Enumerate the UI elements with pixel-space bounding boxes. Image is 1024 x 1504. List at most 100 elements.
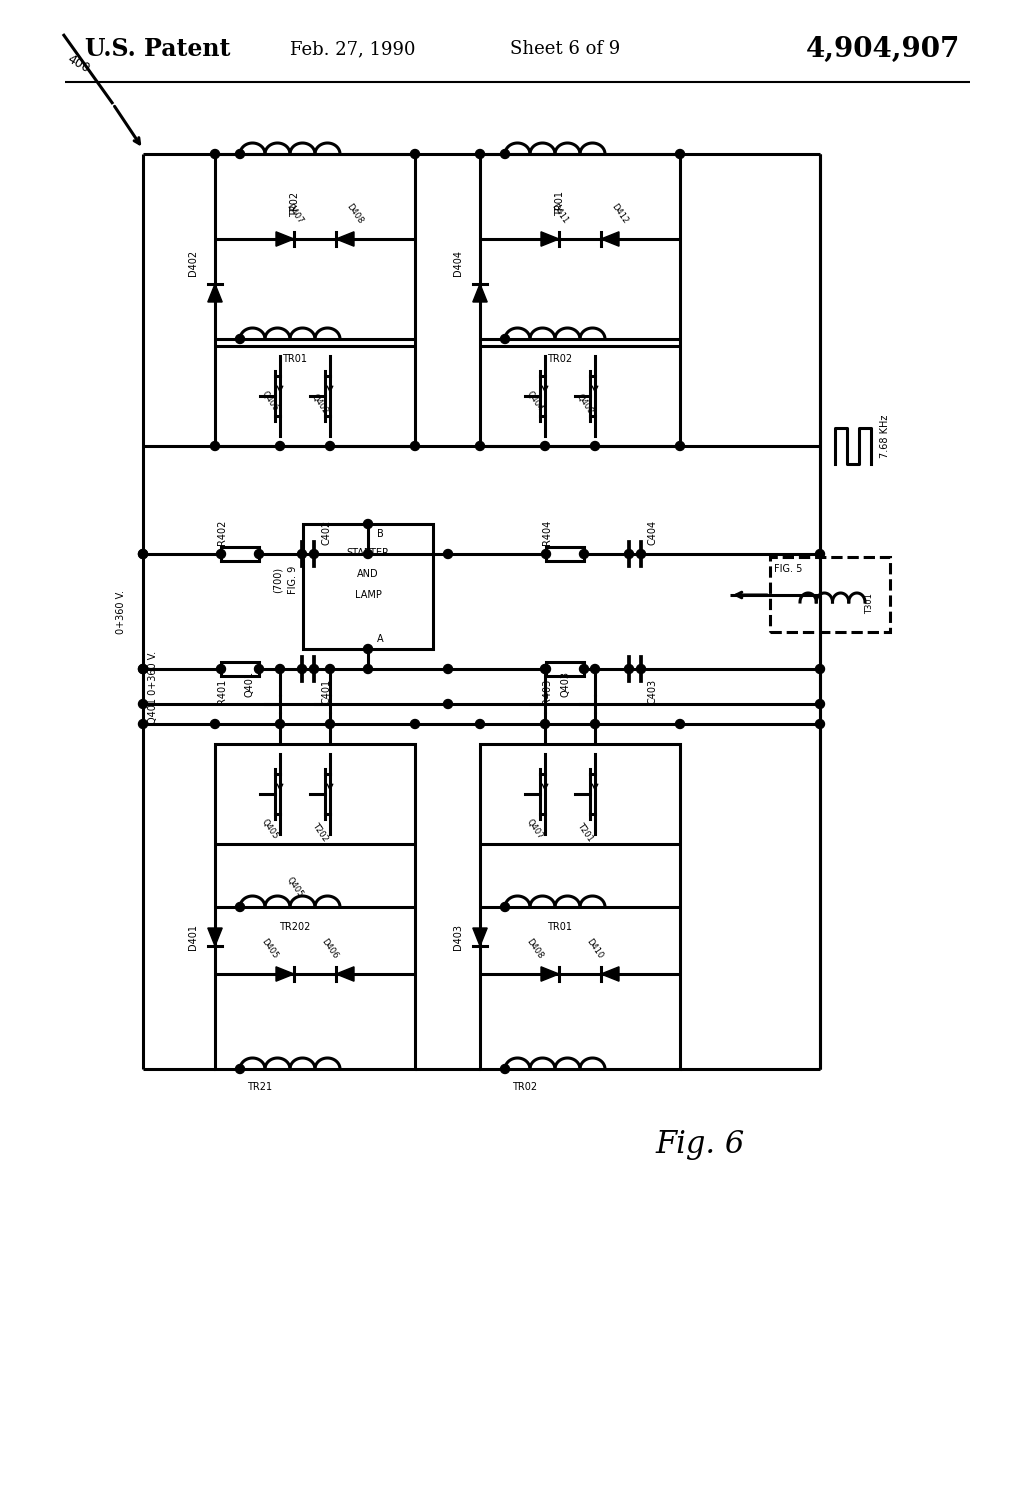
Circle shape xyxy=(216,665,225,674)
Circle shape xyxy=(443,549,453,558)
Circle shape xyxy=(411,442,420,451)
Circle shape xyxy=(364,549,373,558)
Polygon shape xyxy=(473,928,487,946)
Circle shape xyxy=(411,719,420,728)
Text: D404: D404 xyxy=(453,250,463,277)
Text: Q401 0+360 V.: Q401 0+360 V. xyxy=(148,650,158,723)
Bar xyxy=(221,662,259,675)
Circle shape xyxy=(541,719,550,728)
Circle shape xyxy=(541,442,550,451)
Text: C401: C401 xyxy=(321,678,331,704)
Circle shape xyxy=(411,149,420,158)
Text: FIG. 5: FIG. 5 xyxy=(774,564,802,575)
Circle shape xyxy=(542,549,551,558)
Circle shape xyxy=(364,665,373,674)
Text: TR01: TR01 xyxy=(555,191,565,217)
Text: Fig. 6: Fig. 6 xyxy=(655,1128,744,1160)
Text: U.S. Patent: U.S. Patent xyxy=(85,38,230,62)
Text: Sheet 6 of 9: Sheet 6 of 9 xyxy=(510,41,621,59)
Circle shape xyxy=(309,549,318,558)
Text: Q401: Q401 xyxy=(245,671,255,696)
Text: D411: D411 xyxy=(550,203,570,226)
Circle shape xyxy=(815,719,824,728)
Bar xyxy=(215,744,415,1069)
Circle shape xyxy=(255,665,263,674)
Bar xyxy=(215,153,415,447)
Circle shape xyxy=(625,549,634,558)
Circle shape xyxy=(138,549,147,558)
Text: T202: T202 xyxy=(310,821,330,844)
Text: TR01: TR01 xyxy=(283,353,307,364)
Text: Q406: Q406 xyxy=(260,390,281,412)
Text: AND: AND xyxy=(357,569,379,579)
Text: (700): (700) xyxy=(273,567,283,593)
Circle shape xyxy=(255,549,263,558)
Text: D403: D403 xyxy=(453,923,463,951)
Text: D406: D406 xyxy=(319,937,340,961)
Circle shape xyxy=(501,902,510,911)
Circle shape xyxy=(236,1065,245,1074)
Text: D402: D402 xyxy=(188,250,198,277)
Circle shape xyxy=(541,665,550,674)
Text: D408: D408 xyxy=(345,202,366,226)
Text: Q405: Q405 xyxy=(285,875,305,899)
Circle shape xyxy=(501,334,510,343)
Circle shape xyxy=(211,149,219,158)
Text: C402: C402 xyxy=(321,519,331,544)
Polygon shape xyxy=(541,232,559,247)
Circle shape xyxy=(676,149,684,158)
Circle shape xyxy=(364,645,373,654)
Text: D412: D412 xyxy=(610,203,630,226)
Text: R402: R402 xyxy=(217,519,227,544)
Circle shape xyxy=(138,719,147,728)
Bar xyxy=(480,153,680,447)
Circle shape xyxy=(443,665,453,674)
Text: 400: 400 xyxy=(65,53,91,75)
Circle shape xyxy=(580,665,589,674)
Text: TR02: TR02 xyxy=(512,1081,538,1092)
Text: D410: D410 xyxy=(585,937,605,961)
Circle shape xyxy=(580,549,589,558)
Circle shape xyxy=(236,334,245,343)
Text: Q404: Q404 xyxy=(525,390,545,412)
Text: TR01: TR01 xyxy=(548,922,572,932)
Bar xyxy=(480,744,680,1069)
Circle shape xyxy=(676,719,684,728)
Circle shape xyxy=(443,699,453,708)
Text: 4,904,907: 4,904,907 xyxy=(806,36,961,63)
Circle shape xyxy=(475,149,484,158)
Circle shape xyxy=(138,665,147,674)
Bar xyxy=(303,523,433,650)
Polygon shape xyxy=(208,928,222,946)
Bar xyxy=(546,547,584,561)
Text: TR02: TR02 xyxy=(548,353,572,364)
Circle shape xyxy=(676,442,684,451)
Circle shape xyxy=(815,699,824,708)
Polygon shape xyxy=(208,284,222,302)
Bar xyxy=(770,556,890,632)
Polygon shape xyxy=(601,232,618,247)
Text: D407: D407 xyxy=(285,202,305,226)
Circle shape xyxy=(591,719,599,728)
Circle shape xyxy=(275,665,285,674)
Text: TR202: TR202 xyxy=(280,922,310,932)
Circle shape xyxy=(236,149,245,158)
Circle shape xyxy=(815,665,824,674)
Circle shape xyxy=(298,665,306,674)
Circle shape xyxy=(216,549,225,558)
Text: Q405: Q405 xyxy=(260,817,281,841)
Circle shape xyxy=(815,549,824,558)
Circle shape xyxy=(326,665,335,674)
Circle shape xyxy=(138,665,147,674)
Circle shape xyxy=(309,665,318,674)
Circle shape xyxy=(138,549,147,558)
Text: Q408: Q408 xyxy=(574,393,595,415)
Circle shape xyxy=(637,549,645,558)
Text: R401: R401 xyxy=(217,678,227,704)
Circle shape xyxy=(475,719,484,728)
Circle shape xyxy=(211,719,219,728)
Text: C404: C404 xyxy=(648,519,658,544)
Circle shape xyxy=(236,902,245,911)
Text: D408: D408 xyxy=(525,937,545,961)
Text: 7.68 KHz: 7.68 KHz xyxy=(880,414,890,457)
